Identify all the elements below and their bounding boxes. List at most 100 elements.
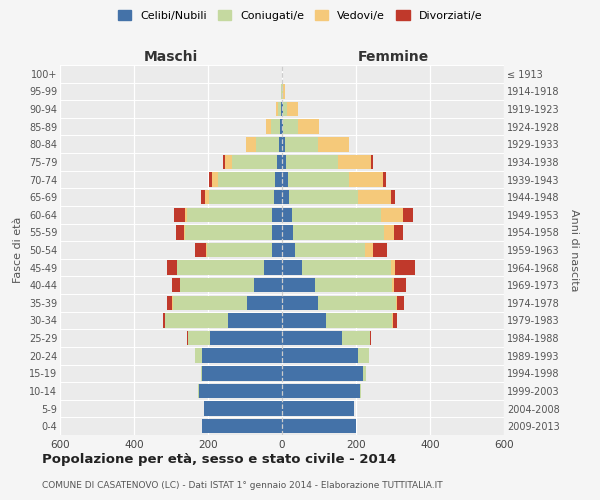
Bar bbox=[302, 260, 391, 275]
Bar bbox=[392, 314, 393, 328]
Bar bbox=[371, 154, 373, 169]
Bar bbox=[342, 331, 370, 345]
Bar bbox=[283, 102, 287, 117]
Bar bbox=[246, 137, 256, 152]
Bar bbox=[167, 296, 172, 310]
Bar bbox=[358, 348, 369, 363]
Bar bbox=[278, 102, 281, 117]
Bar bbox=[274, 190, 282, 204]
Bar bbox=[256, 137, 279, 152]
Bar bbox=[225, 154, 232, 169]
Bar bbox=[289, 190, 358, 204]
Bar bbox=[282, 278, 314, 292]
Bar bbox=[202, 348, 282, 363]
Bar bbox=[201, 190, 205, 204]
Bar bbox=[282, 314, 326, 328]
Bar bbox=[283, 120, 298, 134]
Bar bbox=[202, 419, 282, 434]
Bar bbox=[391, 260, 395, 275]
Text: Femmine: Femmine bbox=[358, 50, 428, 64]
Bar bbox=[384, 225, 394, 240]
Bar bbox=[317, 137, 349, 152]
Bar bbox=[202, 366, 282, 380]
Bar bbox=[395, 260, 415, 275]
Bar bbox=[184, 225, 185, 240]
Bar bbox=[207, 243, 272, 257]
Bar bbox=[163, 314, 165, 328]
Bar bbox=[277, 154, 282, 169]
Bar bbox=[199, 384, 282, 398]
Bar bbox=[223, 154, 225, 169]
Bar bbox=[195, 348, 202, 363]
Bar bbox=[187, 331, 188, 345]
Bar bbox=[373, 243, 388, 257]
Bar bbox=[364, 366, 367, 380]
Bar bbox=[282, 190, 289, 204]
Bar bbox=[282, 172, 287, 186]
Bar bbox=[185, 225, 272, 240]
Bar bbox=[282, 366, 364, 380]
Bar bbox=[282, 243, 295, 257]
Bar bbox=[209, 190, 274, 204]
Bar bbox=[286, 154, 337, 169]
Bar bbox=[180, 278, 254, 292]
Bar bbox=[392, 278, 394, 292]
Bar bbox=[295, 243, 365, 257]
Bar bbox=[282, 331, 342, 345]
Bar bbox=[293, 225, 384, 240]
Bar bbox=[396, 296, 397, 310]
Bar bbox=[282, 102, 283, 117]
Bar bbox=[282, 225, 293, 240]
Bar bbox=[177, 260, 264, 275]
Bar bbox=[209, 172, 212, 186]
Bar bbox=[285, 137, 317, 152]
Bar bbox=[276, 102, 278, 117]
Bar bbox=[167, 260, 176, 275]
Bar bbox=[210, 331, 282, 345]
Bar bbox=[272, 243, 282, 257]
Bar bbox=[188, 331, 210, 345]
Bar bbox=[287, 172, 349, 186]
Text: Maschi: Maschi bbox=[144, 50, 198, 64]
Bar bbox=[349, 172, 383, 186]
Bar bbox=[254, 278, 282, 292]
Bar bbox=[394, 225, 403, 240]
Bar bbox=[173, 296, 247, 310]
Bar bbox=[365, 243, 373, 257]
Bar bbox=[275, 172, 282, 186]
Bar bbox=[326, 314, 392, 328]
Bar bbox=[298, 120, 319, 134]
Bar bbox=[176, 225, 184, 240]
Bar bbox=[391, 190, 395, 204]
Bar bbox=[283, 84, 286, 98]
Bar bbox=[176, 260, 177, 275]
Bar bbox=[198, 384, 199, 398]
Bar bbox=[229, 314, 282, 328]
Legend: Celibi/Nubili, Coniugati/e, Vedovi/e, Divorziati/e: Celibi/Nubili, Coniugati/e, Vedovi/e, Di… bbox=[116, 8, 484, 23]
Bar bbox=[166, 314, 229, 328]
Bar bbox=[282, 260, 302, 275]
Bar bbox=[337, 154, 371, 169]
Bar bbox=[282, 296, 318, 310]
Bar bbox=[393, 314, 397, 328]
Bar bbox=[264, 260, 282, 275]
Bar bbox=[173, 208, 185, 222]
Bar bbox=[318, 296, 396, 310]
Y-axis label: Fasce di età: Fasce di età bbox=[13, 217, 23, 283]
Bar bbox=[282, 419, 356, 434]
Bar bbox=[287, 102, 298, 117]
Bar bbox=[280, 120, 282, 134]
Bar bbox=[281, 102, 282, 117]
Bar bbox=[185, 208, 187, 222]
Bar bbox=[195, 243, 206, 257]
Bar bbox=[282, 348, 358, 363]
Text: Popolazione per età, sesso e stato civile - 2014: Popolazione per età, sesso e stato civil… bbox=[42, 452, 396, 466]
Bar bbox=[282, 137, 285, 152]
Y-axis label: Anni di nascita: Anni di nascita bbox=[569, 209, 579, 291]
Bar bbox=[218, 172, 275, 186]
Bar bbox=[279, 137, 282, 152]
Bar bbox=[200, 366, 202, 380]
Bar bbox=[358, 190, 391, 204]
Bar bbox=[187, 208, 272, 222]
Bar bbox=[282, 154, 286, 169]
